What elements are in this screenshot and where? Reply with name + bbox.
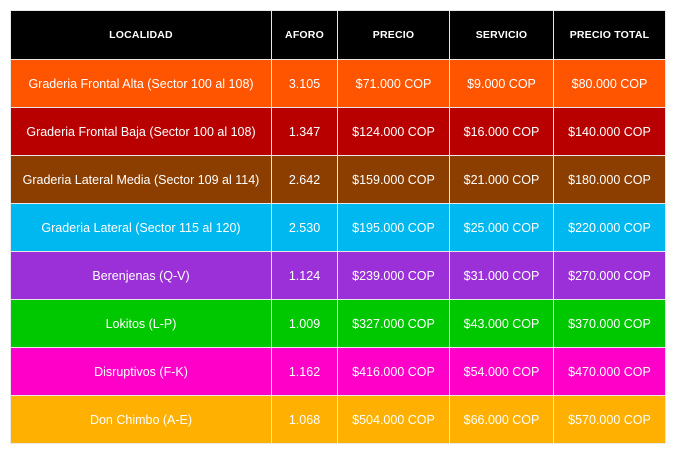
table-row: Lokitos (L-P) 1.009 $327.000 COP $43.000… [10,299,666,348]
cell-precio-total: $270.000 COP [553,251,666,300]
cell-localidad: Graderia Frontal Baja (Sector 100 al 108… [10,107,272,156]
cell-servicio: $54.000 COP [449,347,554,396]
pricing-table: LOCALIDAD AFORO PRECIO SERVICIO PRECIO T… [10,10,666,444]
cell-localidad: Berenjenas (Q-V) [10,251,272,300]
header-row: LOCALIDAD AFORO PRECIO SERVICIO PRECIO T… [10,10,666,60]
header-aforo: AFORO [271,10,338,60]
cell-servicio: $16.000 COP [449,107,554,156]
header-localidad: LOCALIDAD [10,10,272,60]
table-row: Graderia Lateral (Sector 115 al 120) 2.5… [10,203,666,252]
table-row: Disruptivos (F-K) 1.162 $416.000 COP $54… [10,347,666,396]
cell-precio: $327.000 COP [337,299,450,348]
cell-localidad: Lokitos (L-P) [10,299,272,348]
cell-precio: $239.000 COP [337,251,450,300]
cell-precio: $416.000 COP [337,347,450,396]
pricing-table-container: LOCALIDAD AFORO PRECIO SERVICIO PRECIO T… [10,10,666,444]
cell-precio-total: $220.000 COP [553,203,666,252]
cell-aforo: 1.347 [271,107,338,156]
table-row: Graderia Frontal Baja (Sector 100 al 108… [10,107,666,156]
cell-servicio: $43.000 COP [449,299,554,348]
cell-precio-total: $470.000 COP [553,347,666,396]
table-row: Don Chimbo (A-E) 1.068 $504.000 COP $66.… [10,395,666,444]
cell-precio: $71.000 COP [337,59,450,108]
cell-precio: $124.000 COP [337,107,450,156]
cell-servicio: $31.000 COP [449,251,554,300]
table-row: Graderia Lateral Media (Sector 109 al 11… [10,155,666,204]
table-header: LOCALIDAD AFORO PRECIO SERVICIO PRECIO T… [10,10,666,60]
cell-precio-total: $180.000 COP [553,155,666,204]
cell-localidad: Don Chimbo (A-E) [10,395,272,444]
cell-servicio: $21.000 COP [449,155,554,204]
cell-aforo: 1.009 [271,299,338,348]
header-precio-total: PRECIO TOTAL [553,10,666,60]
table-row: Graderia Frontal Alta (Sector 100 al 108… [10,59,666,108]
cell-precio-total: $140.000 COP [553,107,666,156]
cell-aforo: 2.642 [271,155,338,204]
cell-precio-total: $80.000 COP [553,59,666,108]
cell-precio: $504.000 COP [337,395,450,444]
table-body: Graderia Frontal Alta (Sector 100 al 108… [10,59,666,444]
cell-precio: $159.000 COP [337,155,450,204]
table-row: Berenjenas (Q-V) 1.124 $239.000 COP $31.… [10,251,666,300]
cell-aforo: 3.105 [271,59,338,108]
cell-localidad: Graderia Lateral Media (Sector 109 al 11… [10,155,272,204]
cell-aforo: 1.124 [271,251,338,300]
cell-localidad: Disruptivos (F-K) [10,347,272,396]
cell-aforo: 1.162 [271,347,338,396]
cell-aforo: 1.068 [271,395,338,444]
cell-localidad: Graderia Frontal Alta (Sector 100 al 108… [10,59,272,108]
cell-servicio: $66.000 COP [449,395,554,444]
cell-precio: $195.000 COP [337,203,450,252]
header-servicio: SERVICIO [449,10,554,60]
cell-precio-total: $370.000 COP [553,299,666,348]
cell-aforo: 2.530 [271,203,338,252]
cell-servicio: $9.000 COP [449,59,554,108]
cell-servicio: $25.000 COP [449,203,554,252]
header-precio: PRECIO [337,10,450,60]
cell-precio-total: $570.000 COP [553,395,666,444]
cell-localidad: Graderia Lateral (Sector 115 al 120) [10,203,272,252]
